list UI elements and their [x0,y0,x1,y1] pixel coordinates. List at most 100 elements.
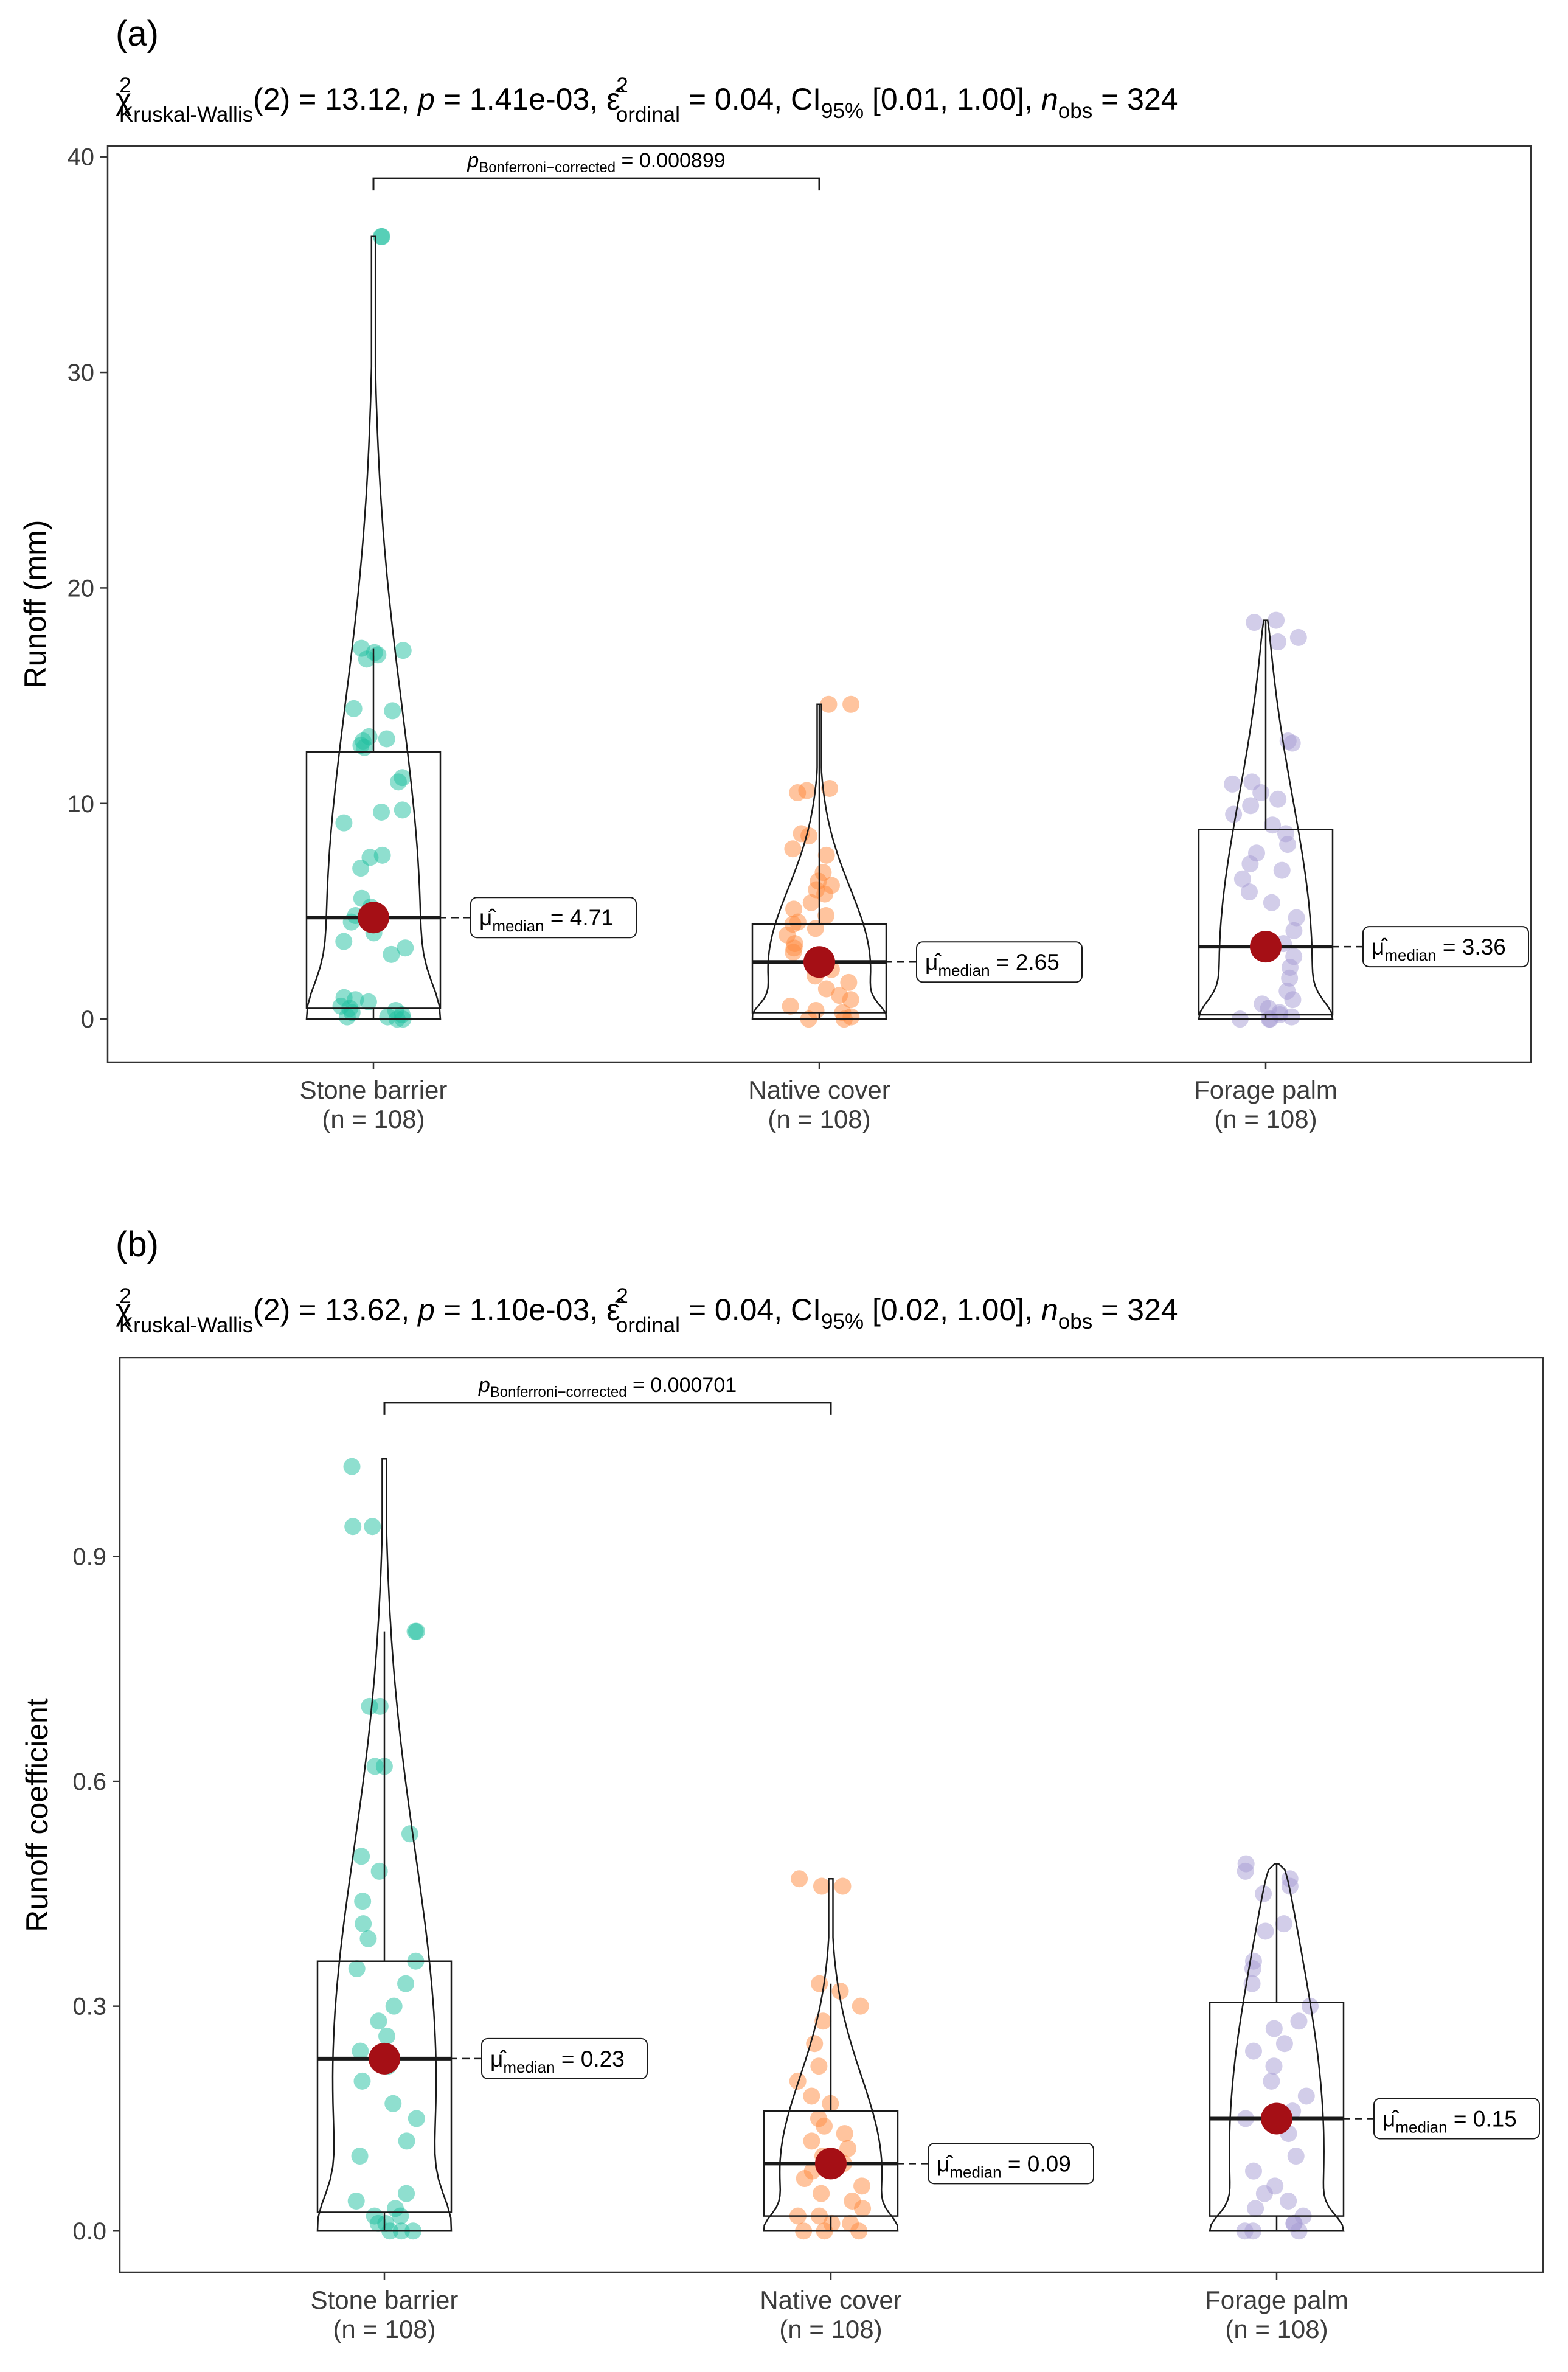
data-point [1285,922,1303,939]
data-point [817,980,835,998]
y-axis-title: Runoff (mm) [18,520,52,689]
data-point [392,2207,409,2225]
data-point [335,814,353,832]
data-point [394,642,412,659]
median-point [815,2148,847,2180]
violin-outline [316,1458,453,2232]
group-forage-palm: Forage palm(n = 108) μ̂median = 0.15 [1205,1855,1540,2343]
data-point [385,1997,403,2015]
data-point [1281,969,1299,987]
y-tick-label: 0 [81,1006,94,1033]
x-n-label: (n = 108) [322,1105,425,1133]
data-point [813,2185,830,2202]
violin-outline [763,1877,899,2232]
x-tick-label: Stone barrier [311,2286,459,2314]
group-forage-palm: Forage palm(n = 108) μ̂median = 3.36 [1194,611,1529,1133]
y-tick-label: 10 [68,791,95,818]
data-point [1265,2057,1283,2075]
stats-subtitle: χ2 Kruskal-Wallis(2) = 13.12, p = 1.41e-0… [116,74,1178,127]
data-point [1288,909,1305,927]
data-point [785,944,802,961]
data-point [355,1915,372,1933]
data-point [1297,2087,1315,2105]
data-point [836,2125,853,2143]
data-point [378,730,395,748]
data-point [1275,2035,1293,2053]
data-point [397,1975,415,1992]
data-point [358,650,375,668]
x-tick-label: Forage palm [1194,1076,1337,1104]
median-label: μ̂median = 0.09 [937,2151,1071,2181]
data-point [1224,775,1241,793]
violin-outline [305,235,442,1020]
comparison-bracket [372,177,820,191]
panel-label: (b) [116,1225,159,1264]
data-point [802,894,820,911]
data-point [401,1825,418,1843]
data-point [834,1877,852,1895]
data-point [384,2095,402,2112]
x-n-label: (n = 108) [779,2315,882,2343]
data-point [784,840,802,858]
data-point [852,1997,869,2015]
data-point [370,2012,387,2030]
data-point [408,2110,425,2127]
data-point [373,803,390,821]
data-point [389,773,407,791]
data-point [814,2012,832,2030]
data-point [1290,2012,1308,2030]
data-point [1225,805,1243,823]
group-stone-barrier: Stone barrier(n = 108)μ̂median = 4.71 [300,228,637,1133]
median-label-box [928,2143,1094,2185]
data-point [408,1622,426,1640]
data-point [1284,991,1302,1009]
data-point [1244,1960,1261,1978]
data-point [806,2035,824,2053]
data-point [1275,1915,1292,1933]
data-point [372,228,390,245]
data-point [1268,611,1285,629]
data-point [1241,883,1258,901]
data-point [821,779,839,797]
data-point [1283,734,1301,752]
data-point [383,945,400,963]
data-point [378,2027,396,2045]
data-point [816,2117,833,2135]
x-n-label: (n = 108) [1214,1105,1317,1133]
violin-outline [751,703,887,1020]
data-point [384,702,401,720]
violin-outline [1198,619,1334,1020]
data-point [816,885,834,903]
median-label: μ̂median = 0.23 [490,2047,625,2076]
data-point [351,2148,369,2165]
data-point [359,993,377,1010]
x-n-label: (n = 108) [768,1105,870,1133]
median-label-box [916,941,1083,983]
median-label-box [1373,2098,1540,2140]
data-point [354,1893,372,1910]
data-point [364,1518,381,1536]
data-point [854,2200,872,2217]
data-point [335,933,353,950]
data-point [1242,797,1260,815]
chart-panel-b: (b) χ2 Kruskal-Wallis(2) = 13.62, p = 1.10… [20,1225,1544,2343]
median-label: μ̂median = 2.65 [925,950,1060,979]
comparison-label: pBonferroni−corrected = 0.000899 [467,149,725,176]
data-point [803,2087,820,2105]
data-point [1289,628,1307,646]
data-point [344,1518,362,1536]
data-point [353,1848,370,1865]
data-point [1246,614,1263,631]
data-point [338,1008,356,1026]
data-point [1257,1922,1274,1940]
data-point [810,2057,828,2075]
median-label-box [1362,926,1529,968]
y-tick-label: 0.6 [72,1769,106,1795]
x-tick-label: Native cover [760,2286,901,2314]
x-tick-label: Forage palm [1205,2286,1348,2314]
y-tick-label: 0.9 [72,1543,106,1570]
data-point [371,1697,389,1715]
box-iqr [316,1960,453,2213]
data-point [853,2177,871,2195]
data-point [345,700,363,717]
